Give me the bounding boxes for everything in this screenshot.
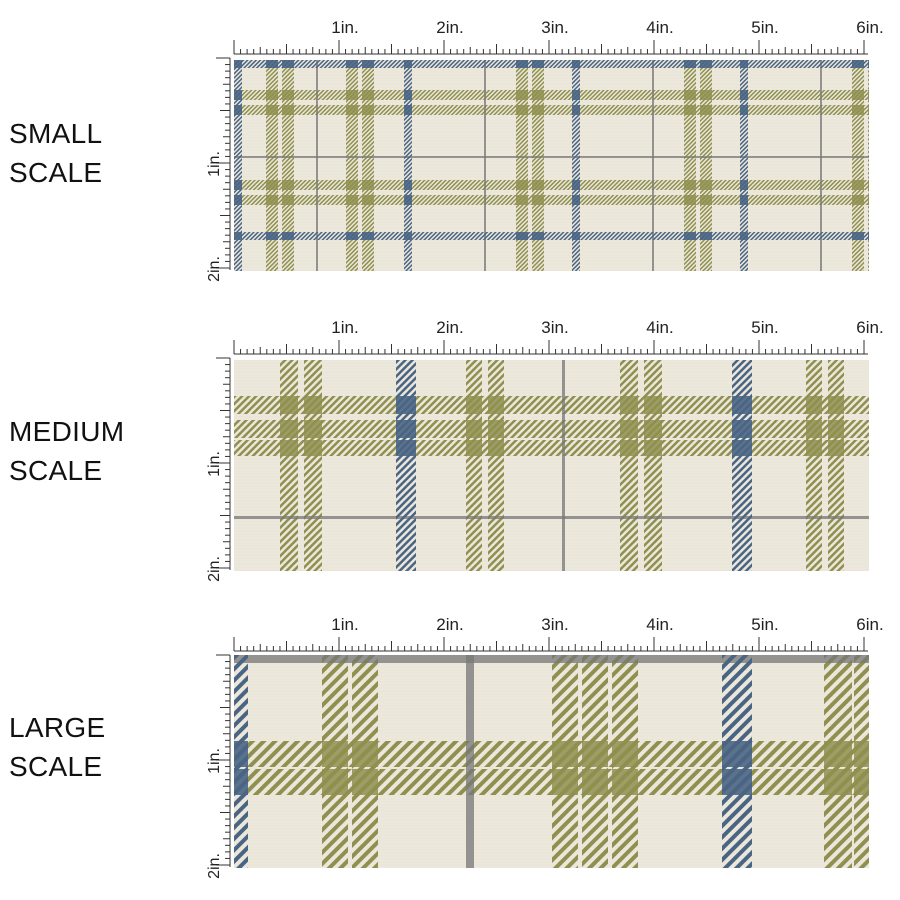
scale-label-line2: SCALE	[9, 751, 103, 782]
ruler-ticks	[216, 637, 868, 867]
ruler-label-h: 6in.	[856, 18, 884, 37]
ruler-label-h: 4in.	[646, 615, 674, 634]
ruler-label-h: 3in.	[541, 318, 569, 337]
ruler-label-v: 1in.	[206, 748, 223, 774]
ruler-label-v: 2in.	[206, 853, 223, 879]
ruler-ticks	[216, 40, 868, 270]
ruler-label-h: 1in.	[331, 318, 359, 337]
panel-medium-scale: MEDIUM SCALE 1in. 2in. 3in. 4in. 5in. 6in. 1in…	[0, 300, 900, 600]
scale-label-line2: SCALE	[9, 455, 103, 486]
scale-label: SMALL SCALE	[9, 114, 102, 192]
ruler-label-h: 4in.	[646, 318, 674, 337]
ruler-label-h: 1in.	[331, 615, 359, 634]
scale-label: LARGE SCALE	[9, 708, 105, 786]
fabric-swatch-small	[234, 60, 869, 271]
ruler-label-v: 2in.	[206, 556, 223, 582]
ruler-label-h: 3in.	[541, 615, 569, 634]
panel-small-scale: SMALL SCALE 1in. 2in. 3in. 4in. 5in. 6in. 1in.…	[0, 0, 900, 300]
fabric-swatch-medium	[234, 360, 869, 571]
scale-label-line1: SMALL	[9, 118, 103, 149]
ruler-label-h: 2in.	[436, 18, 464, 37]
ruler-label-h: 2in.	[436, 615, 464, 634]
scale-label-line1: MEDIUM	[9, 416, 125, 447]
ruler-label-v: 1in.	[206, 451, 223, 477]
panel-large-scale: LARGE SCALE 1in. 2in. 3in. 4in. 5in. 6in. 1in.…	[0, 600, 900, 900]
ruler-label-h: 6in.	[856, 615, 884, 634]
scale-label: MEDIUM SCALE	[9, 412, 124, 490]
ruler-label-h: 5in.	[751, 615, 779, 634]
ruler-label-v: 2in.	[206, 256, 223, 282]
scale-label-line1: LARGE	[9, 712, 106, 743]
ruler-label-h: 3in.	[541, 18, 569, 37]
ruler-label-h: 1in.	[331, 18, 359, 37]
ruler-label-h: 4in.	[646, 18, 674, 37]
ruler-ticks	[216, 340, 868, 570]
scale-label-line2: SCALE	[9, 157, 103, 188]
ruler-label-h: 2in.	[436, 318, 464, 337]
ruler-label-h: 6in.	[856, 318, 884, 337]
ruler-label-v: 1in.	[206, 151, 223, 177]
fabric-swatch-large	[234, 655, 869, 868]
ruler-label-h: 5in.	[751, 318, 779, 337]
ruler-label-h: 5in.	[751, 18, 779, 37]
